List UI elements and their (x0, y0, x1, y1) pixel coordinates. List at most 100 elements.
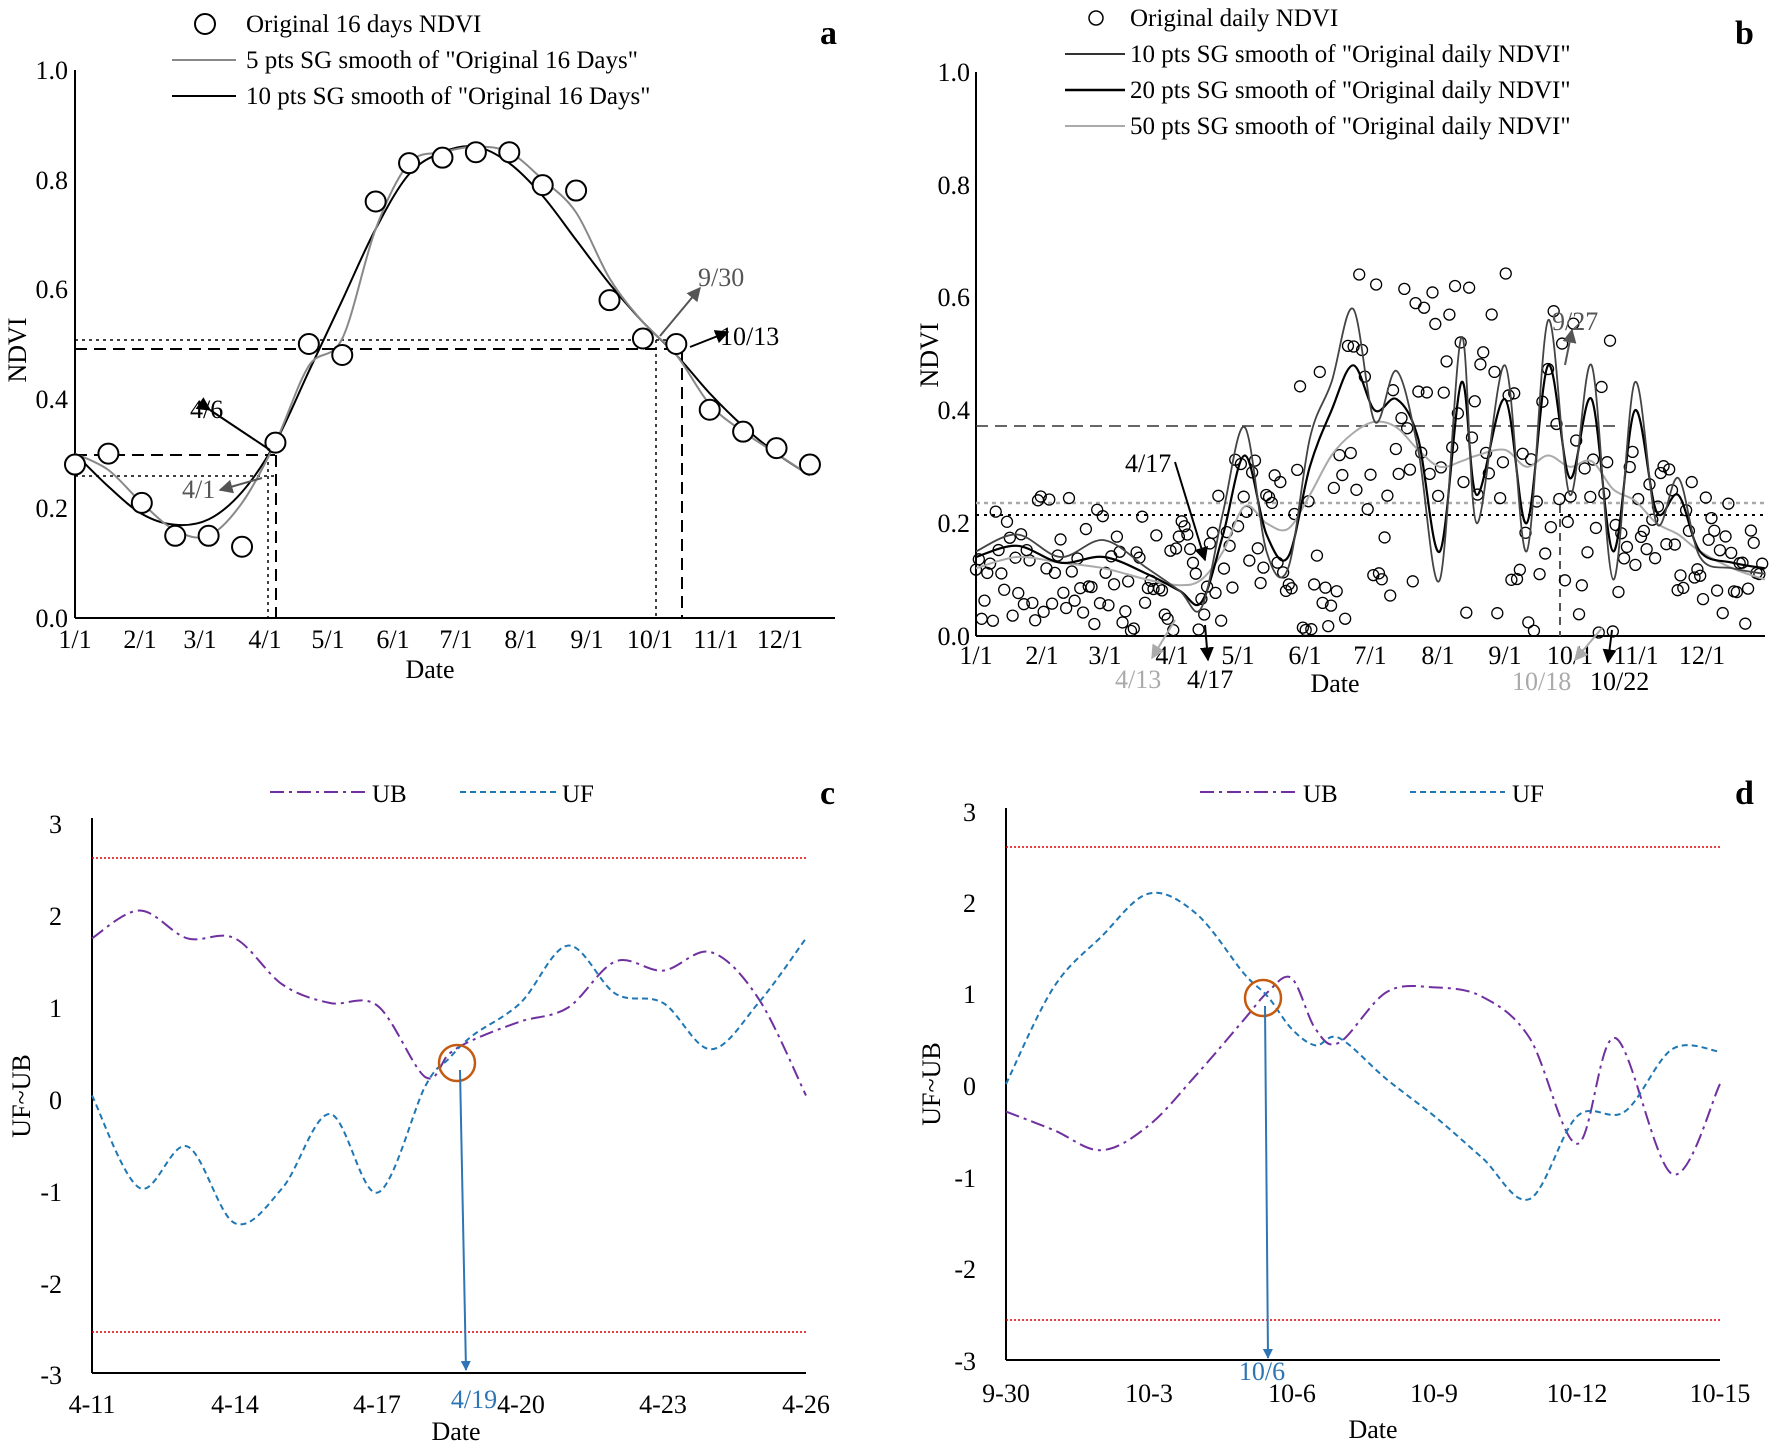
b-daily-point (1138, 596, 1152, 609)
a-xtick-5: 6/1 (376, 625, 409, 654)
c-ytick-0: -3 (40, 1361, 62, 1390)
b-daily-point (1251, 542, 1264, 555)
a-point-12 (464, 141, 487, 164)
b-daily-point (1400, 422, 1414, 435)
b-daily-point (1592, 626, 1605, 639)
b-daily-point (1262, 490, 1276, 504)
b-daily-point (1460, 606, 1473, 619)
b-daily-point (1406, 575, 1419, 588)
b-daily-point (1584, 490, 1597, 504)
legend-d-label-uf: UF (1512, 781, 1544, 808)
b-daily-point (1034, 490, 1047, 503)
b-daily-point (1192, 623, 1205, 636)
legend-b-label-0: Original daily NDVI (1130, 5, 1338, 32)
b-daily-point (1361, 503, 1374, 516)
panel-a-legend: Original 16 days NDVI 5 pts SG smooth of… (172, 11, 650, 110)
c-ytick-5: 2 (49, 902, 62, 931)
a-arrow-4-1 (218, 477, 263, 494)
b-xtick-7: 8/1 (1421, 641, 1454, 670)
a-ann-4-1: 4/1 (182, 475, 215, 504)
b-daily-point (1553, 492, 1566, 506)
b-daily-point (1254, 576, 1267, 590)
a-ytick-5: 1.0 (36, 56, 69, 85)
b-daily-point (1217, 562, 1231, 575)
b-daily-point (1744, 524, 1758, 537)
b-arrow-4-13 (1151, 619, 1176, 660)
d-ytick-5: 2 (963, 889, 976, 918)
panel-b-y-ticks: 1.0 0.8 0.6 0.4 0.2 0.0 (938, 58, 971, 651)
b-daily-point (1747, 536, 1760, 549)
b-daily-point (1660, 538, 1673, 551)
b-daily-point (1119, 605, 1132, 618)
b-daily-point (1482, 467, 1495, 480)
a-arrow-9-30 (659, 286, 701, 337)
b-daily-point (986, 614, 1000, 627)
b-daily-point (1431, 489, 1445, 503)
a-point-19 (698, 398, 721, 421)
b-daily-point (1226, 581, 1239, 594)
a-point-2 (130, 491, 153, 514)
b-daily-point (1305, 623, 1318, 636)
d-xtick-3: 10-9 (1410, 1379, 1458, 1408)
b-daily-point (1353, 268, 1366, 281)
b-daily-point (1719, 530, 1732, 543)
b-daily-point (1079, 522, 1093, 536)
b-daily-point (1017, 598, 1031, 611)
b-daily-point (1040, 562, 1053, 575)
a-point-9 (364, 190, 387, 213)
panel-a-x-ticks: 1/1 2/1 3/1 4/1 5/1 6/1 7/1 8/1 9/1 10/1… (58, 625, 803, 654)
b-daily-point (1037, 605, 1050, 618)
b-daily-point (1026, 596, 1039, 609)
b-ytick-0: 0.0 (938, 622, 971, 651)
b-daily-point (1268, 469, 1281, 482)
b-daily-point (1634, 530, 1648, 544)
a-point-21 (765, 437, 788, 460)
b-daily-point (1468, 395, 1481, 408)
a-xtick-1: 2/1 (123, 625, 156, 654)
b-daily-point (1479, 446, 1493, 459)
b-daily-point (1572, 608, 1586, 621)
a-point-18 (665, 333, 688, 355)
b-daily-point (1533, 567, 1546, 581)
b-daily-point (1646, 513, 1659, 526)
b-daily-point (1336, 468, 1349, 482)
b-daily-point (1322, 619, 1335, 633)
a-xtick-8: 9/1 (570, 625, 603, 654)
b-daily-point (1006, 609, 1019, 622)
b-daily-point (1096, 510, 1109, 523)
b-daily-point (1257, 561, 1270, 574)
b-daily-point (1730, 585, 1743, 599)
b-daily-point (1710, 584, 1724, 597)
b-daily-point (1544, 520, 1557, 534)
b-daily-point (1347, 340, 1360, 353)
d-series-uf (1005, 891, 1721, 1201)
b-daily-point (1369, 278, 1383, 291)
a-xtick-0: 1/1 (58, 625, 91, 654)
b-daily-point (1465, 431, 1479, 444)
b-ann-10-22: 10/22 (1590, 667, 1649, 696)
a-xtick-4: 5/1 (311, 625, 344, 654)
b-ytick-4: 0.8 (938, 171, 971, 200)
panel-d-y-ticks: 3 2 1 0 -1 -2 -3 (954, 798, 976, 1376)
b-daily-point (1384, 589, 1397, 602)
b-daily-point (1691, 563, 1704, 576)
b-daily-point (1555, 337, 1569, 350)
b-daily-point (1741, 582, 1755, 595)
d-xtick-5: 10-15 (1690, 1379, 1751, 1408)
a-point-6 (264, 431, 287, 454)
b-daily-point (1023, 554, 1036, 567)
b-daily-point (1539, 547, 1552, 560)
b-daily-point (1443, 308, 1456, 321)
b-daily-point (1398, 282, 1411, 296)
d-ytick-6: 3 (963, 798, 976, 827)
panel-b: b Original daily NDVI 10 pts SG smooth o… (915, 5, 1769, 698)
panel-c-y-ticks: 3 2 1 0 -1 -2 -3 (40, 810, 62, 1390)
panel-c-legend: UB UF (270, 781, 594, 808)
b-daily-point (1282, 578, 1295, 591)
b-ytick-5: 1.0 (938, 58, 971, 87)
b-daily-point (1550, 417, 1563, 431)
legend-a-label-2: 10 pts SG smooth of "Original 16 Days" (246, 83, 650, 110)
panel-a-y-ticks: 1.0 0.8 0.6 0.4 0.2 0.0 (36, 56, 69, 633)
b-daily-point (1606, 625, 1619, 638)
